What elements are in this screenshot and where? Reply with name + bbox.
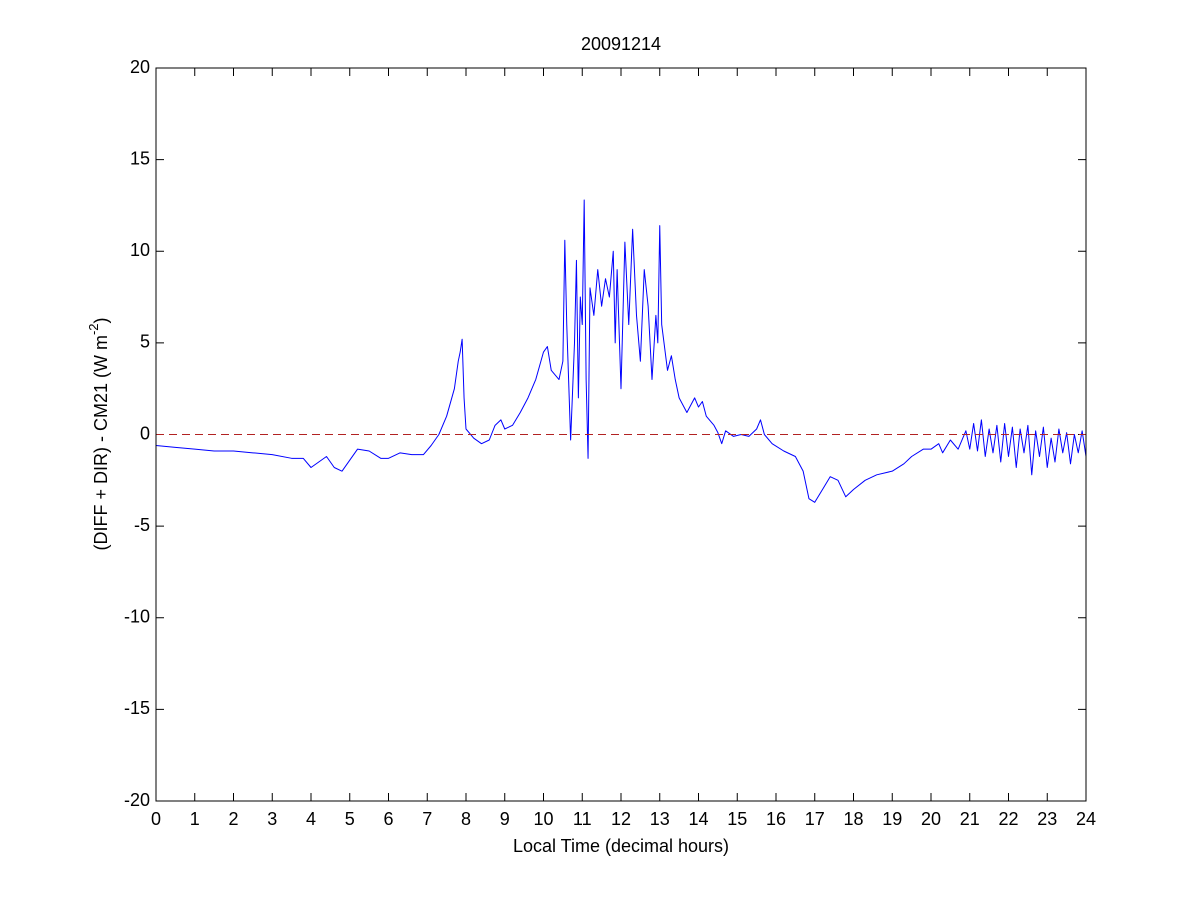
y-axis-label-superscript: -2 [86, 323, 101, 335]
y-axis-label: (DIFF + DIR) - CM21 (W m-2) [86, 317, 110, 550]
data-line [155, 199, 1087, 503]
x-tick-label: 18 [843, 809, 863, 829]
x-tick-label: 10 [533, 809, 553, 829]
x-tick-label: 22 [998, 809, 1018, 829]
x-tick-label: 2 [228, 809, 238, 829]
x-tick-label: 23 [1037, 809, 1057, 829]
x-tick-label: 15 [727, 809, 747, 829]
x-tick-label: 7 [422, 809, 432, 829]
y-tick-label: 5 [140, 332, 150, 352]
x-tick-label: 6 [383, 809, 393, 829]
x-tick-label: 9 [500, 809, 510, 829]
y-tick-label: -20 [124, 790, 150, 810]
x-tick-label: 21 [960, 809, 980, 829]
y-tick-label: 15 [130, 148, 150, 168]
y-tick-label: -15 [124, 698, 150, 718]
x-tick-label: 16 [766, 809, 786, 829]
y-tick-label: 10 [130, 240, 150, 260]
y-axis-label-text: (DIFF + DIR) - CM21 (W m [91, 335, 111, 550]
x-tick-label: 1 [190, 809, 200, 829]
chart-title: 20091214 [581, 34, 661, 54]
x-tick-label: 11 [573, 809, 592, 829]
x-axis-label: Local Time (decimal hours) [513, 836, 729, 856]
y-tick-label: -10 [124, 607, 150, 627]
x-tick-label: 13 [650, 809, 670, 829]
x-tick-label: 0 [151, 809, 161, 829]
x-tick-label: 8 [461, 809, 471, 829]
y-axis-label-suffix: ) [91, 317, 111, 323]
x-tick-label: 5 [345, 809, 355, 829]
x-tick-label: 14 [688, 809, 708, 829]
y-tick-label: 20 [130, 57, 150, 77]
y-tick-label: -5 [134, 515, 150, 535]
x-tick-label: 20 [921, 809, 941, 829]
plot-frame [155, 67, 1087, 802]
y-tick-label: 0 [140, 423, 150, 443]
x-tick-label: 3 [267, 809, 277, 829]
x-tick-label: 24 [1076, 809, 1096, 829]
x-tick-label: 12 [611, 809, 631, 829]
x-tick-label: 19 [882, 809, 902, 829]
x-tick-label: 17 [805, 809, 825, 829]
x-tick-label: 4 [306, 809, 316, 829]
